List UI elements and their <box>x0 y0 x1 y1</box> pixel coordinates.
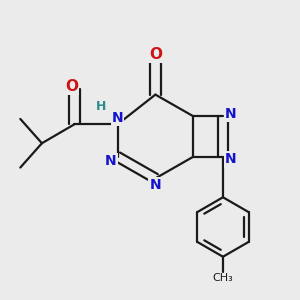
Text: H: H <box>96 100 106 113</box>
Text: N: N <box>105 154 117 168</box>
Text: O: O <box>65 79 78 94</box>
Text: N: N <box>112 111 123 124</box>
Text: O: O <box>149 46 162 62</box>
Text: N: N <box>225 152 237 167</box>
Text: N: N <box>150 178 161 192</box>
Text: N: N <box>225 106 237 121</box>
Text: CH₃: CH₃ <box>213 273 233 283</box>
